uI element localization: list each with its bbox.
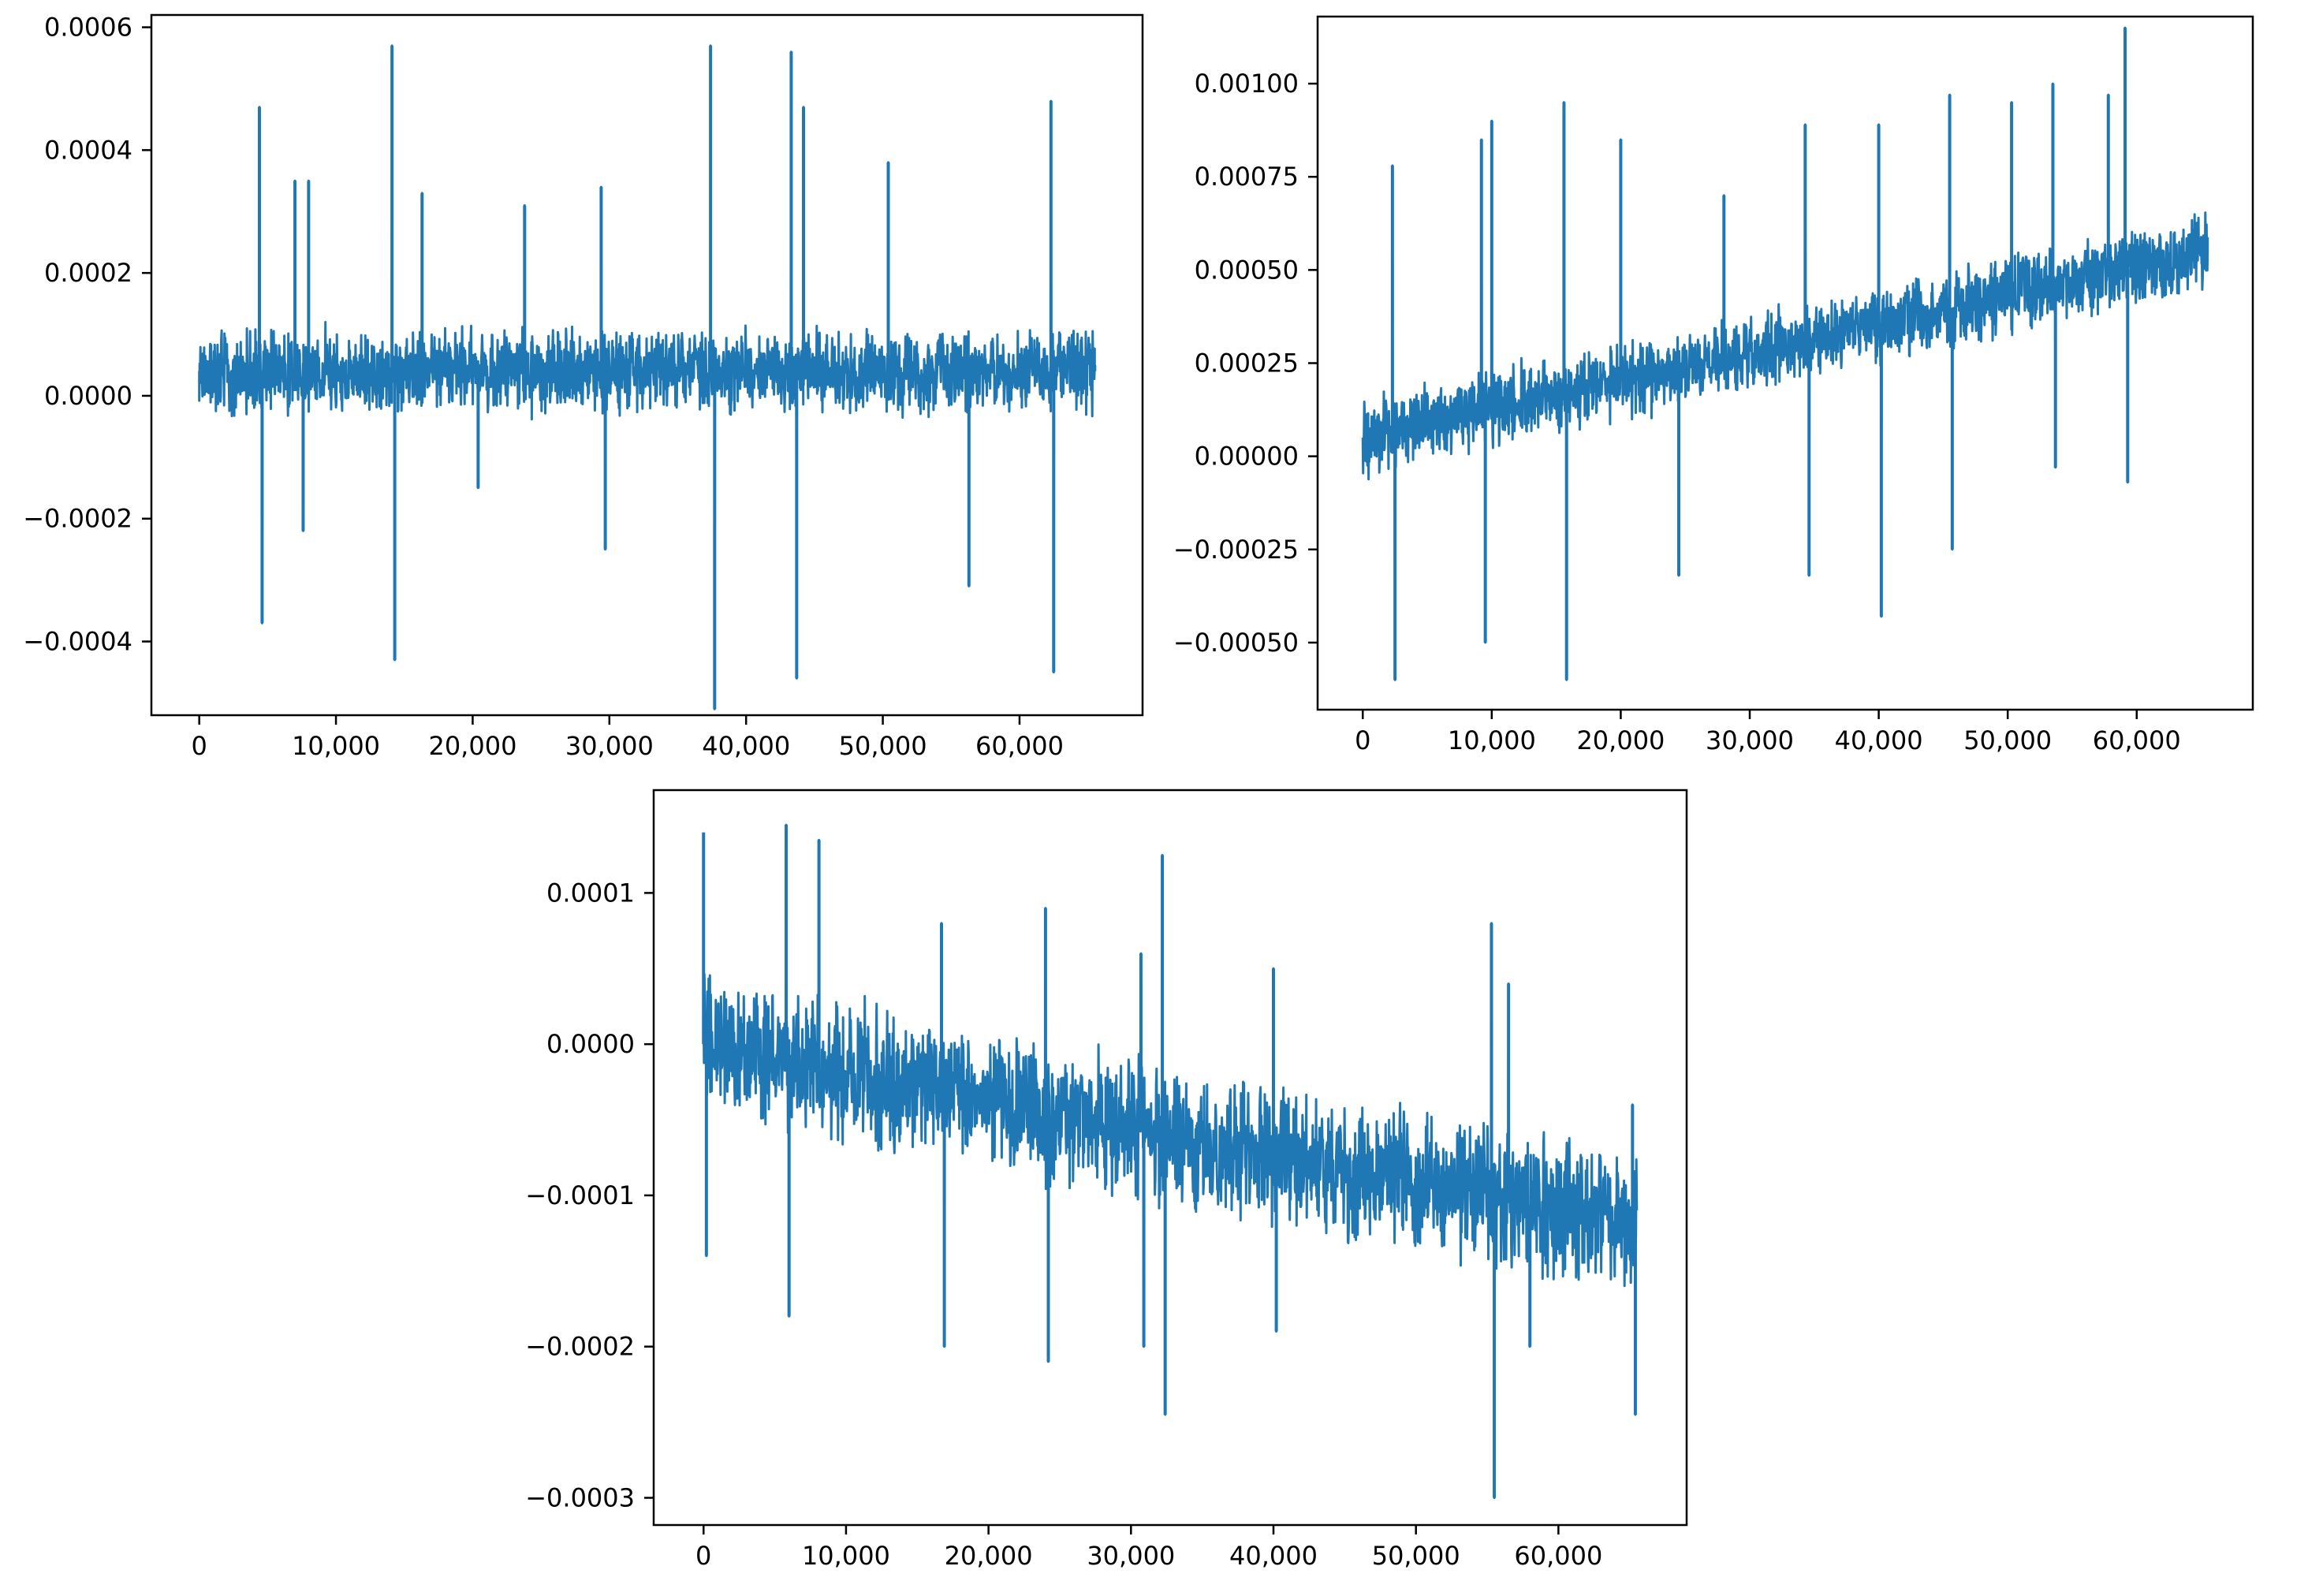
x-tick-label: 20,000 xyxy=(945,1541,1033,1571)
y-tick-label: −0.00025 xyxy=(1173,535,1299,565)
x-tick-label: 10,000 xyxy=(802,1541,890,1571)
x-tick-label: 0 xyxy=(695,1541,711,1571)
y-tick-label: −0.0004 xyxy=(23,627,132,657)
y-tick-label: 0.00100 xyxy=(1195,69,1299,99)
y-tick-label: −0.0001 xyxy=(525,1180,635,1210)
x-tick-label: 50,000 xyxy=(1963,725,2052,755)
x-tick-label: 20,000 xyxy=(1576,725,1665,755)
x-tick-label: 0 xyxy=(1355,725,1370,755)
x-tick-label: 60,000 xyxy=(975,731,1064,761)
x-tick-label: 40,000 xyxy=(1229,1541,1318,1571)
y-tick-label: 0.00050 xyxy=(1195,255,1299,285)
x-tick-label: 40,000 xyxy=(1835,725,1923,755)
x-tick-label: 0 xyxy=(192,731,207,761)
y-tick-label: 0.0000 xyxy=(546,1029,635,1059)
y-tick-label: −0.0003 xyxy=(525,1482,635,1512)
y-tick-label: 0.0001 xyxy=(546,878,635,908)
y-tick-label: 0.0000 xyxy=(44,381,132,411)
y-tick-label: −0.0002 xyxy=(23,504,132,534)
y-tick-label: 0.00075 xyxy=(1195,162,1299,192)
x-tick-label: 20,000 xyxy=(428,731,516,761)
x-tick-label: 30,000 xyxy=(1706,725,1794,755)
x-tick-label: 40,000 xyxy=(702,731,790,761)
x-tick-label: 60,000 xyxy=(1514,1541,1602,1571)
y-tick-label: 0.00000 xyxy=(1195,442,1299,472)
x-tick-label: 60,000 xyxy=(2093,725,2181,755)
plot-frame xyxy=(150,13,1144,717)
y-tick-label: −0.00050 xyxy=(1173,628,1299,658)
x-tick-label: 50,000 xyxy=(1372,1541,1460,1571)
x-tick-label: 50,000 xyxy=(839,731,927,761)
series-line xyxy=(1361,26,2209,681)
x-tick-label: 30,000 xyxy=(1087,1541,1175,1571)
y-tick-label: −0.0002 xyxy=(525,1332,635,1362)
y-tick-label: 0.0006 xyxy=(44,13,132,43)
series-line xyxy=(198,44,1096,710)
y-tick-label: 0.0002 xyxy=(44,258,132,288)
series-line xyxy=(702,823,1639,1499)
y-tick-label: 0.00025 xyxy=(1195,349,1299,378)
x-tick-label: 30,000 xyxy=(565,731,654,761)
y-tick-label: 0.0004 xyxy=(44,135,132,165)
x-tick-label: 10,000 xyxy=(1448,725,1536,755)
x-tick-label: 10,000 xyxy=(292,731,380,761)
plot-frame xyxy=(652,789,1688,1527)
